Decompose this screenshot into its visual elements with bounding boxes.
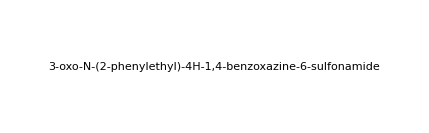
Text: 3-oxo-N-(2-phenylethyl)-4H-1,4-benzoxazine-6-sulfonamide: 3-oxo-N-(2-phenylethyl)-4H-1,4-benzoxazi… [48,61,381,72]
